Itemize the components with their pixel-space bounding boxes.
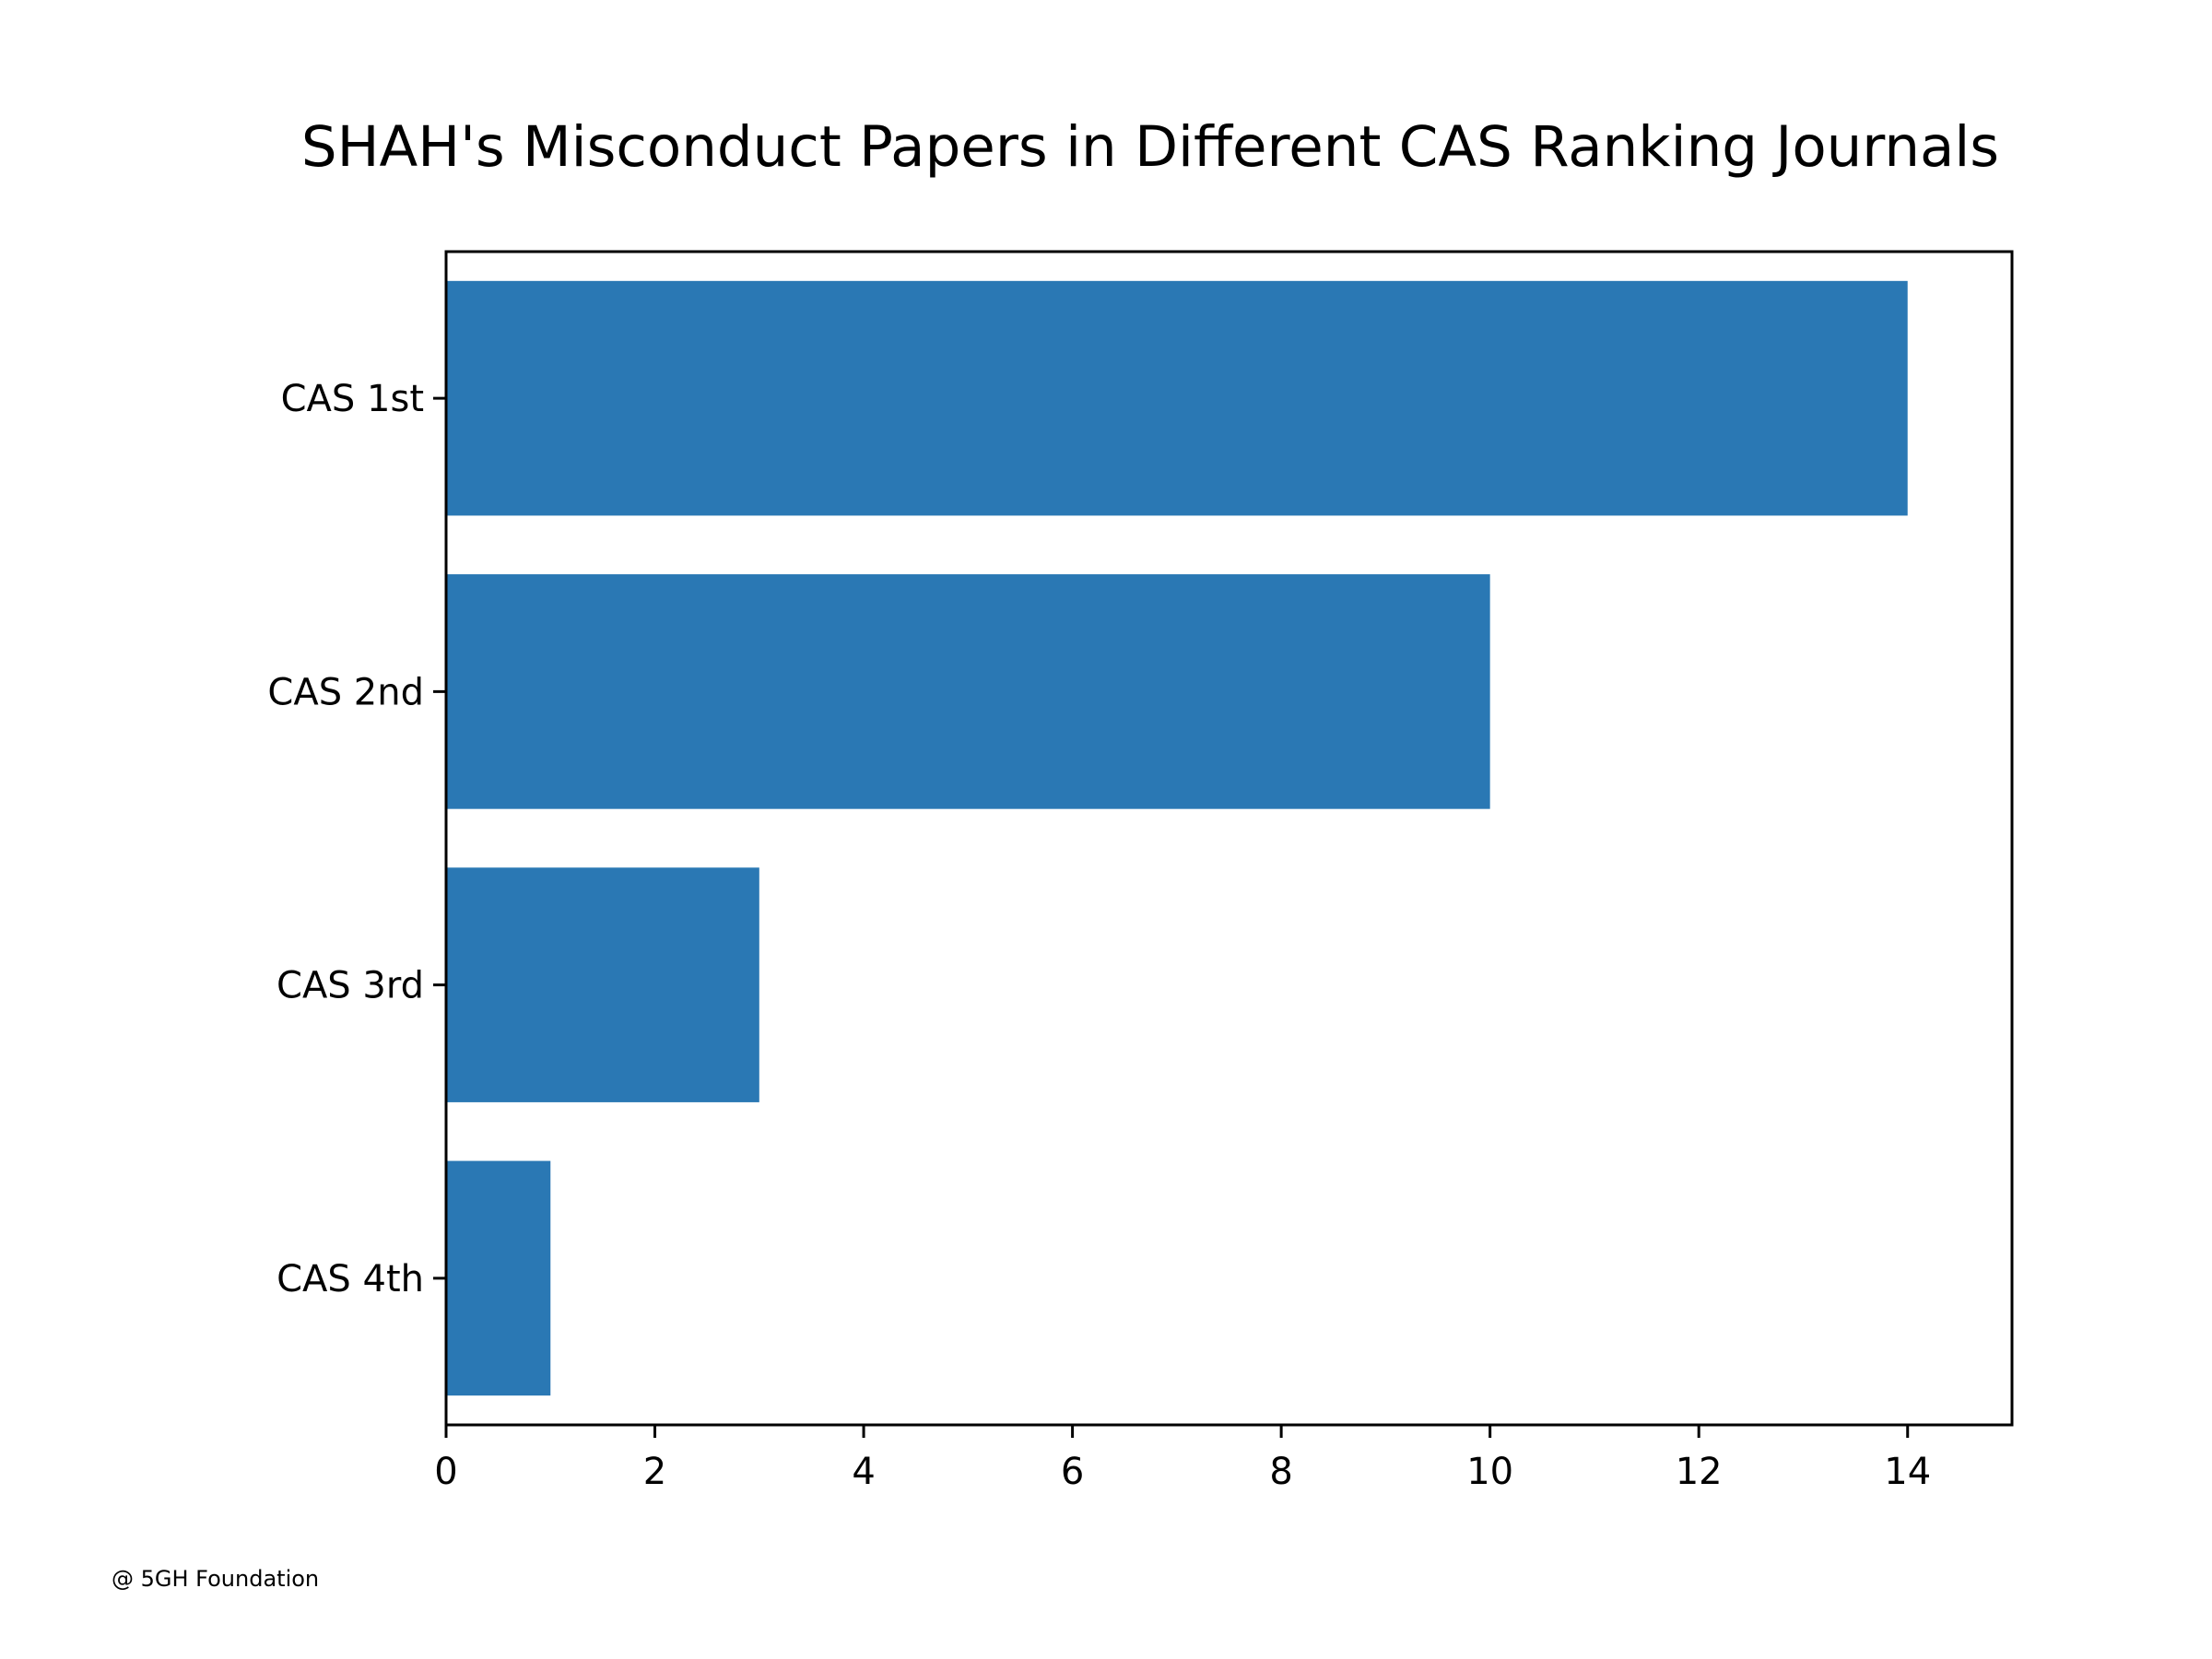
chart-title: SHAH's Misconduct Papers in Different CA… bbox=[301, 114, 1999, 180]
y-tick-label: CAS 2nd bbox=[267, 671, 424, 713]
x-tick-label: 4 bbox=[852, 1451, 875, 1493]
x-tick-label: 0 bbox=[434, 1451, 457, 1493]
y-tick-label: CAS 1st bbox=[281, 378, 424, 420]
bar-cas-4th bbox=[446, 1160, 551, 1396]
x-tick-label: 14 bbox=[1884, 1451, 1931, 1493]
plot-frame bbox=[444, 250, 2014, 1427]
bar-cas-2nd bbox=[446, 574, 1490, 809]
y-tick-label: CAS 4th bbox=[276, 1258, 424, 1300]
bar-cas-3rd bbox=[446, 867, 759, 1102]
x-tick-label: 2 bbox=[643, 1451, 666, 1493]
x-tick-label: 10 bbox=[1466, 1451, 1513, 1493]
x-tick-label: 8 bbox=[1269, 1451, 1292, 1493]
bars-layer bbox=[446, 280, 1908, 1396]
x-tick-label: 12 bbox=[1676, 1451, 1723, 1493]
x-tick-label: 6 bbox=[1061, 1451, 1084, 1493]
y-tick-label: CAS 3rd bbox=[276, 965, 424, 1007]
bar-cas-1st bbox=[446, 280, 1908, 516]
y-axis-ticks: CAS 1st CAS 2nd CAS 3rd CAS 4th bbox=[267, 378, 446, 1300]
footer-credit: @ 5GH Foundation bbox=[112, 1566, 319, 1592]
x-axis-ticks: 0 2 4 6 8 10 12 14 bbox=[434, 1425, 1931, 1493]
